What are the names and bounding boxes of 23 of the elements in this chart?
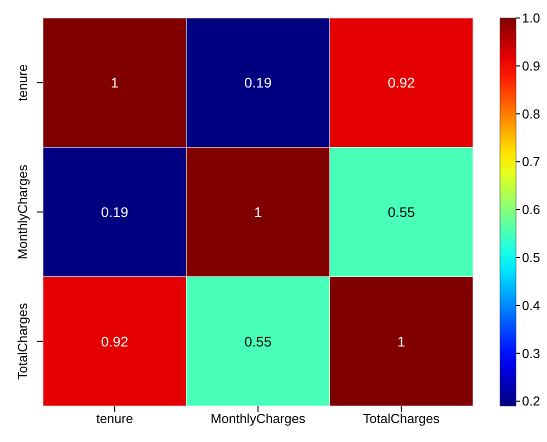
color-bar-label: 0.8 [522,106,540,122]
color-bar-label: 0.9 [522,58,540,74]
data-label: 0.92 [101,333,129,350]
x-tick-label: tenure [96,411,134,426]
color-bar-label: 0.7 [522,154,540,170]
color-bar-label: 0.2 [522,394,540,409]
data-label: 0.55 [244,333,272,350]
data-label: 0.19 [244,74,272,91]
data-label: 0.55 [388,204,416,220]
color-bar-label: 0.5 [522,250,540,266]
data-label: 0.92 [388,74,416,91]
x-tick-label: TotalCharges [363,411,440,426]
color-bar-label: 0.4 [522,298,540,313]
color-bar-label: 0.3 [522,346,540,361]
color-bar-label: 1.0 [522,10,540,26]
color-bar-label: 0.6 [522,202,540,218]
y-tick-label: MonthlyCharges [15,164,30,260]
data-label: 0.19 [101,204,129,220]
y-tick-label: tenure [15,64,30,102]
data-label: 1 [397,333,406,350]
data-label: 1 [110,74,119,91]
x-tick-label: MonthlyCharges [210,411,306,426]
data-label: 1 [254,204,262,220]
